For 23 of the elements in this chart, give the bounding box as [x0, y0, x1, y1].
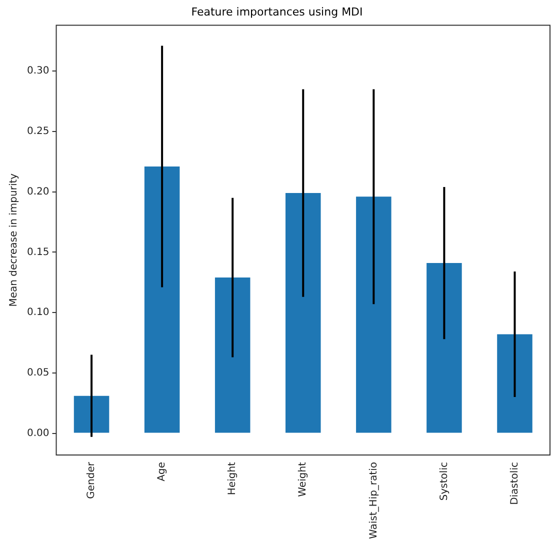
y-axis-title: Mean decrease in impurity	[8, 173, 20, 307]
y-tick-label: 0.20	[27, 186, 50, 198]
y-tick-label: 0.30	[27, 66, 50, 77]
x-tick-label: Age	[156, 462, 168, 482]
bar	[214, 278, 250, 433]
chart-title: Feature importances using MDI	[191, 5, 363, 18]
y-tick-label: 0.25	[27, 126, 50, 138]
x-tick-label: Diastolic	[509, 462, 520, 505]
y-tick-label: 0.15	[27, 246, 50, 258]
y-tick-label: 0.00	[27, 428, 50, 439]
x-tick-label: Systolic	[438, 462, 450, 501]
x-tick-label: Gender	[86, 461, 98, 499]
bar	[426, 263, 462, 433]
x-tick-label: Height	[227, 462, 238, 496]
x-tick-label: Waist_Hip_ratio	[368, 462, 380, 540]
bar	[356, 196, 392, 433]
y-tick-label: 0.05	[27, 368, 50, 379]
bar	[286, 193, 321, 433]
bar	[144, 166, 180, 433]
bar	[497, 334, 532, 433]
y-tick-label: 0.10	[27, 307, 50, 318]
bar	[74, 396, 110, 433]
x-tick-label: Weight	[298, 462, 309, 497]
